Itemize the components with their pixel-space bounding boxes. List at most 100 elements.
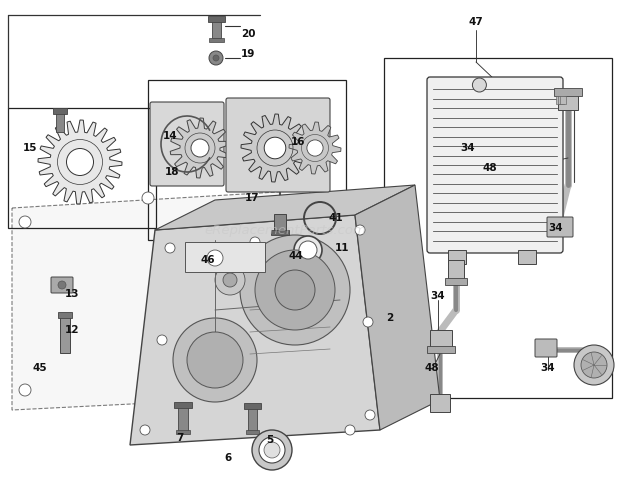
FancyBboxPatch shape <box>226 98 330 192</box>
Polygon shape <box>12 190 310 410</box>
Circle shape <box>252 430 292 470</box>
Text: 34: 34 <box>549 223 564 233</box>
Circle shape <box>275 270 315 310</box>
Bar <box>209 38 224 42</box>
Text: 7: 7 <box>176 433 184 443</box>
Polygon shape <box>355 185 440 430</box>
Text: 34: 34 <box>431 291 445 301</box>
Polygon shape <box>38 120 122 204</box>
Bar <box>558 96 564 104</box>
Circle shape <box>581 352 607 378</box>
Circle shape <box>169 390 181 402</box>
Text: 15: 15 <box>23 143 37 153</box>
Circle shape <box>142 192 154 204</box>
Bar <box>556 96 562 104</box>
Polygon shape <box>289 122 341 174</box>
Circle shape <box>250 237 260 247</box>
Circle shape <box>213 55 219 61</box>
Text: eReplacementParts.com: eReplacementParts.com <box>204 224 366 237</box>
Circle shape <box>157 335 167 345</box>
Circle shape <box>255 250 335 330</box>
Text: 12: 12 <box>64 325 79 335</box>
Circle shape <box>223 273 237 287</box>
Bar <box>445 278 467 285</box>
Circle shape <box>240 235 350 345</box>
Circle shape <box>365 410 375 420</box>
Text: 19: 19 <box>241 49 255 59</box>
Text: 34: 34 <box>461 143 476 153</box>
Circle shape <box>207 250 223 266</box>
Bar <box>244 403 261 409</box>
Bar <box>53 108 67 114</box>
Circle shape <box>191 139 209 157</box>
Text: 2: 2 <box>386 313 394 323</box>
Text: 41: 41 <box>329 213 343 223</box>
Circle shape <box>289 379 301 391</box>
Polygon shape <box>170 118 230 178</box>
Bar <box>384 58 612 398</box>
Bar <box>212 18 221 38</box>
Circle shape <box>173 318 257 402</box>
Text: 34: 34 <box>541 363 556 373</box>
Bar <box>208 16 225 22</box>
Circle shape <box>187 332 243 388</box>
FancyBboxPatch shape <box>547 217 573 237</box>
Circle shape <box>355 225 365 235</box>
Bar <box>430 330 452 348</box>
Bar <box>560 96 566 104</box>
Bar <box>518 250 536 264</box>
Circle shape <box>264 442 280 458</box>
Text: 45: 45 <box>33 363 47 373</box>
Circle shape <box>58 281 66 289</box>
FancyBboxPatch shape <box>427 77 563 253</box>
Polygon shape <box>155 185 415 230</box>
Polygon shape <box>130 215 380 445</box>
Text: 14: 14 <box>162 131 177 141</box>
Circle shape <box>66 148 94 175</box>
Circle shape <box>574 345 614 385</box>
Bar <box>60 315 70 353</box>
FancyBboxPatch shape <box>535 339 557 357</box>
Circle shape <box>345 425 355 435</box>
Circle shape <box>299 241 317 259</box>
Circle shape <box>289 196 301 208</box>
Text: 5: 5 <box>267 435 273 445</box>
Text: 11: 11 <box>335 243 349 253</box>
Circle shape <box>472 78 487 92</box>
Bar <box>448 260 464 280</box>
Text: 47: 47 <box>469 17 484 27</box>
Bar <box>274 214 286 232</box>
Bar <box>178 404 188 432</box>
Circle shape <box>165 243 175 253</box>
Bar <box>8 108 156 228</box>
Circle shape <box>307 140 323 156</box>
Bar <box>176 430 190 434</box>
Circle shape <box>19 216 31 228</box>
Circle shape <box>19 384 31 396</box>
Text: 44: 44 <box>289 251 303 261</box>
Text: 48: 48 <box>483 163 497 173</box>
Bar <box>427 346 455 353</box>
Bar <box>185 242 265 272</box>
Circle shape <box>259 437 285 463</box>
Bar <box>246 430 259 434</box>
Circle shape <box>142 372 154 384</box>
Text: 13: 13 <box>64 289 79 299</box>
Bar <box>174 402 192 408</box>
Bar <box>558 92 578 110</box>
Bar <box>271 230 289 235</box>
Circle shape <box>140 425 150 435</box>
FancyBboxPatch shape <box>51 277 73 293</box>
Circle shape <box>209 51 223 65</box>
Circle shape <box>215 265 245 295</box>
Bar <box>430 394 450 412</box>
Text: 17: 17 <box>245 193 259 203</box>
Bar <box>248 406 257 432</box>
Text: 48: 48 <box>425 363 440 373</box>
Text: 18: 18 <box>165 167 179 177</box>
Text: 6: 6 <box>224 453 232 463</box>
Bar <box>554 88 582 96</box>
Text: 16: 16 <box>291 137 305 147</box>
Text: 46: 46 <box>201 255 215 265</box>
Bar <box>56 110 64 132</box>
